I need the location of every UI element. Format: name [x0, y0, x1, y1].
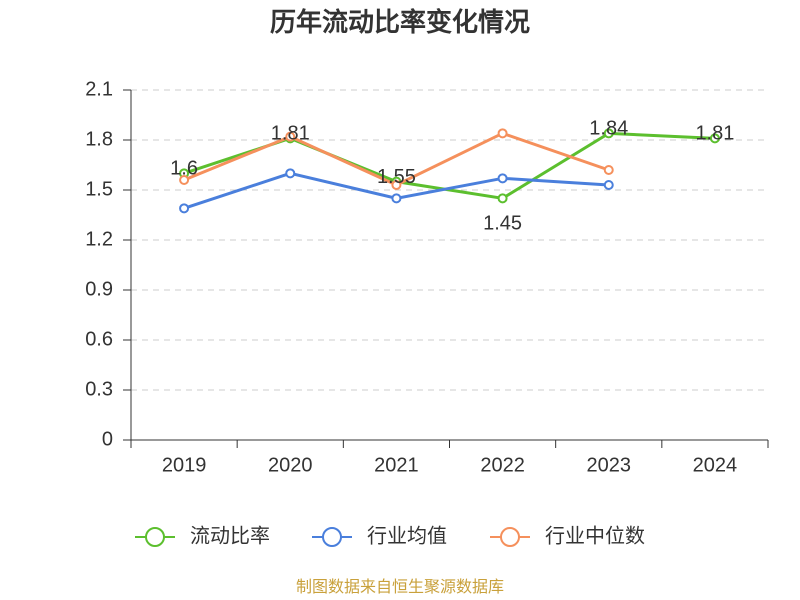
data-point	[391, 193, 402, 204]
data-point	[497, 128, 508, 139]
y-tick-label: 0.6	[85, 328, 113, 350]
x-tick-label: 2019	[162, 454, 207, 476]
x-tick-label: 2024	[693, 454, 738, 476]
data-point	[285, 131, 296, 142]
x-tick-label: 2021	[374, 454, 419, 476]
y-tick-label: 0.3	[85, 378, 113, 400]
y-tick-label: 0	[102, 428, 113, 450]
data-point	[709, 133, 720, 144]
data-point	[603, 165, 614, 175]
legend-marker[interactable]	[145, 527, 165, 547]
y-tick-label: 0.9	[85, 278, 113, 300]
x-tick-label: 2023	[587, 454, 632, 476]
data-point	[285, 168, 296, 179]
y-tick-label: 2.1	[85, 78, 113, 100]
data-point	[391, 180, 402, 190]
y-tick-label: 1.8	[85, 128, 113, 150]
legend-label[interactable]: 行业中位数	[545, 524, 645, 547]
data-point	[179, 203, 190, 214]
data-label: 1.45	[483, 213, 522, 235]
data-point	[179, 175, 190, 185]
y-tick-label: 1.2	[85, 228, 113, 250]
data-label: 1.84	[589, 118, 628, 140]
legend-marker[interactable]	[322, 527, 342, 547]
data-label: 1.81	[695, 123, 734, 145]
x-tick-label: 2020	[268, 454, 313, 476]
legend-label[interactable]: 行业均值	[367, 524, 447, 547]
source-note: 制图数据来自恒生聚源数据库	[296, 578, 504, 596]
x-tick-label: 2022	[480, 454, 525, 476]
y-tick-label: 1.5	[85, 178, 113, 200]
data-point	[497, 173, 508, 184]
chart-title: 历年流动比率变化情况	[270, 7, 530, 37]
data-label: 1.6	[170, 158, 198, 180]
data-point	[497, 193, 508, 204]
legend-marker[interactable]	[500, 527, 520, 547]
data-label: 1.81	[271, 123, 310, 145]
legend-label[interactable]: 流动比率	[190, 524, 270, 547]
data-label: 1.55	[377, 166, 416, 188]
data-point	[603, 128, 614, 139]
data-point	[603, 180, 614, 190]
